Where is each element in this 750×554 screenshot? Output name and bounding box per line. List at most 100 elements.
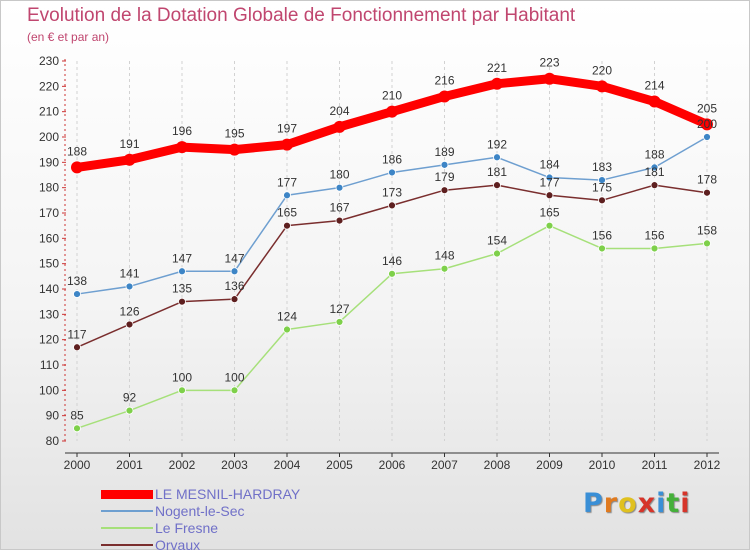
data-point xyxy=(491,77,503,90)
data-label: 146 xyxy=(382,254,402,268)
legend-label: LE MESNIL-HARDRAY xyxy=(155,486,301,502)
data-point xyxy=(335,318,344,326)
data-label: 188 xyxy=(67,144,87,158)
data-point xyxy=(388,269,396,278)
data-label: 189 xyxy=(434,145,454,159)
x-tick-label: 2007 xyxy=(431,458,458,472)
y-tick-label: 230 xyxy=(39,54,59,68)
data-point xyxy=(388,201,396,210)
x-tick-label: 2012 xyxy=(694,458,721,472)
y-tick-label: 110 xyxy=(40,358,59,372)
data-label: 181 xyxy=(487,165,507,179)
data-point xyxy=(335,183,344,192)
data-point xyxy=(703,133,711,141)
data-label: 188 xyxy=(644,147,664,161)
y-tick-label: 150 xyxy=(39,257,59,271)
data-label: 183 xyxy=(592,160,612,174)
data-label: 186 xyxy=(382,152,402,166)
data-point xyxy=(650,244,659,253)
chart-subtitle: (en € et par an) xyxy=(27,30,110,44)
data-label: 100 xyxy=(172,370,192,384)
data-label: 154 xyxy=(487,234,507,248)
legend-label: Le Fresne xyxy=(155,520,219,536)
data-point xyxy=(703,239,711,248)
logo-letter: P xyxy=(583,488,604,519)
data-label: 177 xyxy=(277,175,297,189)
logo-letter: o xyxy=(618,488,638,519)
x-tick-label: 2005 xyxy=(326,458,353,472)
data-label: 200 xyxy=(697,117,717,131)
data-point xyxy=(598,196,606,205)
x-tick-label: 2006 xyxy=(379,458,406,472)
data-label: 205 xyxy=(697,101,717,115)
data-point xyxy=(388,168,396,177)
data-label: 179 xyxy=(434,170,454,184)
proxiti-logo: Proxiti xyxy=(583,488,691,519)
data-point xyxy=(703,188,711,197)
data-label: 156 xyxy=(592,228,612,242)
data-label: 210 xyxy=(382,89,402,103)
x-tick-label: 2008 xyxy=(484,458,511,472)
x-tick-label: 2001 xyxy=(116,458,143,472)
data-point xyxy=(283,221,291,230)
data-point xyxy=(73,424,81,433)
data-label: 117 xyxy=(67,327,86,341)
x-tick-label: 2000 xyxy=(64,458,91,472)
data-point xyxy=(440,186,449,195)
legend-swatch xyxy=(101,527,153,529)
x-tick-label: 2010 xyxy=(589,458,616,472)
data-label: 214 xyxy=(644,79,664,93)
axes: 8090100110120130140150160170180190200210… xyxy=(39,54,721,472)
data-point xyxy=(178,297,186,306)
data-label: 181 xyxy=(644,165,664,179)
data-labels: 117 126 135 136 165 167 173 179 181 177 175 181 178 8… xyxy=(67,56,717,423)
y-tick-label: 190 xyxy=(39,155,59,169)
data-point xyxy=(73,290,81,298)
y-tick-label: 80 xyxy=(46,434,60,448)
data-label: 191 xyxy=(119,137,139,151)
data-point xyxy=(493,249,501,258)
data-label: 124 xyxy=(277,310,297,324)
data-point xyxy=(73,343,81,352)
data-point xyxy=(281,138,293,151)
data-label: 148 xyxy=(434,249,454,263)
legend-swatch xyxy=(101,544,153,546)
data-point xyxy=(701,118,713,131)
data-label: 221 xyxy=(487,61,507,75)
data-point xyxy=(386,105,398,118)
y-tick-label: 120 xyxy=(39,333,59,347)
y-tick-label: 180 xyxy=(39,181,59,195)
data-point xyxy=(596,80,608,93)
y-tick-label: 100 xyxy=(39,383,59,397)
data-point xyxy=(71,161,83,174)
data-point xyxy=(335,216,344,225)
data-label: 178 xyxy=(697,173,717,187)
data-label: 167 xyxy=(329,201,349,215)
data-label: 223 xyxy=(539,56,559,70)
legend-label: Orvaux xyxy=(155,537,201,553)
legend-label: Nogent-le-Sec xyxy=(155,503,245,519)
data-label: 184 xyxy=(539,158,559,172)
x-tick-label: 2002 xyxy=(169,458,196,472)
y-tick-label: 220 xyxy=(39,79,59,93)
y-tick-label: 130 xyxy=(39,307,59,321)
data-point xyxy=(493,181,501,190)
data-label: 220 xyxy=(592,63,612,77)
data-point xyxy=(230,295,239,304)
data-label: 135 xyxy=(172,282,192,296)
data-label: 192 xyxy=(487,137,507,151)
data-point xyxy=(230,267,239,276)
y-tick-label: 90 xyxy=(46,409,60,423)
data-point xyxy=(125,320,134,329)
data-label: 165 xyxy=(277,206,297,220)
y-tick-label: 160 xyxy=(39,231,59,245)
logo-letter: t xyxy=(666,488,681,519)
y-tick-label: 210 xyxy=(39,105,59,119)
data-label: 175 xyxy=(592,180,612,194)
data-label: 138 xyxy=(67,274,87,288)
y-tick-label: 200 xyxy=(39,130,59,144)
data-point xyxy=(598,176,606,184)
data-label: 197 xyxy=(277,122,297,136)
data-label: 127 xyxy=(329,302,349,316)
data-point xyxy=(545,221,554,230)
